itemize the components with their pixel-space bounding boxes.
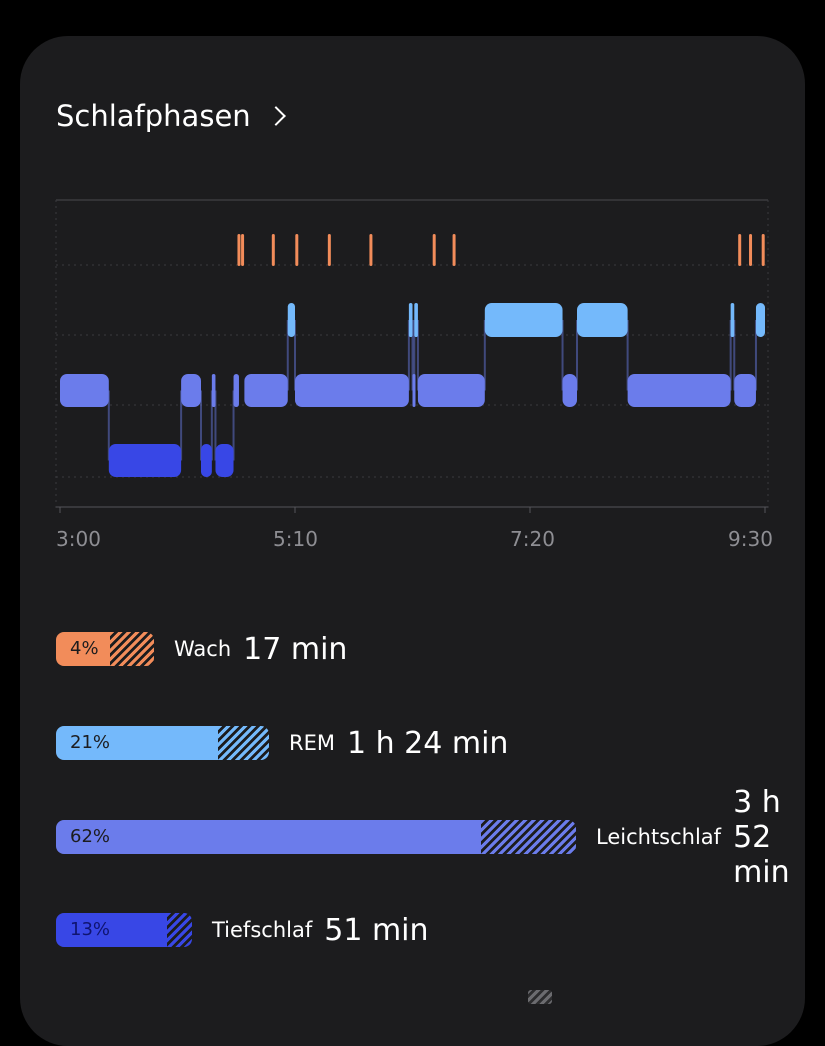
stage-segment-leicht	[417, 374, 485, 407]
hatch-legend-icon	[528, 990, 552, 1004]
stage-segment-rem	[287, 303, 295, 337]
wake-mark	[452, 234, 456, 266]
wake-mark	[369, 234, 373, 266]
stat-percent: 21%	[70, 732, 111, 753]
stat-bar-fill	[56, 913, 167, 947]
stat-label: REM	[289, 731, 335, 755]
stage-segment-tief	[215, 444, 234, 477]
stage-segment-leicht	[181, 374, 201, 407]
sleep-stages-header[interactable]: Schlafphasen	[56, 96, 286, 136]
stage-segment-rem	[408, 303, 413, 337]
stat-label: Leichtschlaf	[596, 825, 722, 849]
stat-bar-hatch	[218, 726, 269, 760]
stage-segment-rem	[484, 303, 563, 337]
stage-segment-leicht	[412, 374, 416, 407]
stat-value: 17 min	[243, 631, 348, 667]
wake-mark	[295, 234, 299, 266]
stat-bar-hatch	[110, 632, 154, 666]
stage-segment-rem	[730, 303, 735, 337]
stat-row-wach: 4% Wach 17 min	[56, 631, 347, 667]
stat-percent: 62%	[70, 826, 111, 847]
stat-value: 51 min	[324, 912, 429, 948]
stage-segment-leicht	[295, 374, 409, 407]
stat-label: Wach	[174, 637, 232, 661]
stage-segment-tief	[108, 444, 182, 477]
stat-bar-fill	[56, 632, 110, 666]
stat-bar-leicht: 62%	[56, 820, 576, 854]
stage-segment-leicht	[211, 374, 216, 407]
wake-mark	[432, 234, 436, 266]
stat-percent: 13%	[70, 919, 111, 940]
stat-value: 3 h 52 min	[733, 784, 790, 890]
wake-mark	[749, 234, 753, 266]
stat-bar-wach: 4%	[56, 632, 154, 666]
stat-percent: 4%	[70, 638, 99, 659]
wake-mark	[738, 234, 742, 266]
stage-segment-leicht	[244, 374, 288, 407]
stage-segment-leicht	[562, 374, 577, 407]
wake-mark	[327, 234, 331, 266]
stat-value: 1 h 24 min	[346, 725, 509, 761]
stat-bar-fill	[56, 726, 218, 760]
x-tick-label: 5:10	[273, 527, 318, 551]
x-tick-label: 7:20	[510, 527, 555, 551]
page-title: Schlafphasen	[56, 99, 251, 133]
wake-mark	[271, 234, 275, 266]
sleep-stages-card[interactable]	[20, 36, 805, 1046]
stage-segment-tief	[201, 444, 212, 477]
stat-bar-hatch	[167, 913, 192, 947]
wake-mark	[761, 234, 765, 266]
stat-bar-rem: 21%	[56, 726, 269, 760]
stage-segment-leicht	[60, 374, 109, 407]
x-tick-label: 9:30	[728, 527, 773, 551]
wake-mark	[241, 234, 245, 266]
sleep-stage-chart	[55, 199, 769, 513]
wake-mark	[237, 234, 241, 266]
stat-row-rem: 21% REM 1 h 24 min	[56, 725, 508, 761]
stage-segment-rem	[414, 303, 418, 337]
stage-segment-rem	[577, 303, 628, 337]
stat-row-tief: 13% Tiefschlaf 51 min	[56, 912, 429, 948]
stage-segment-leicht	[734, 374, 756, 407]
stat-row-leicht: 62% Leichtschlaf 3 h 52 min	[56, 785, 825, 890]
stat-bar-tief: 13%	[56, 913, 192, 947]
x-tick-label: 3:00	[56, 527, 101, 551]
stat-label: Tiefschlaf	[212, 918, 313, 942]
stage-segment-rem	[755, 303, 765, 337]
stat-bar-hatch	[481, 820, 576, 854]
stage-segment-leicht	[233, 374, 239, 407]
stage-segment-leicht	[627, 374, 731, 407]
stat-bar-fill	[56, 820, 481, 854]
